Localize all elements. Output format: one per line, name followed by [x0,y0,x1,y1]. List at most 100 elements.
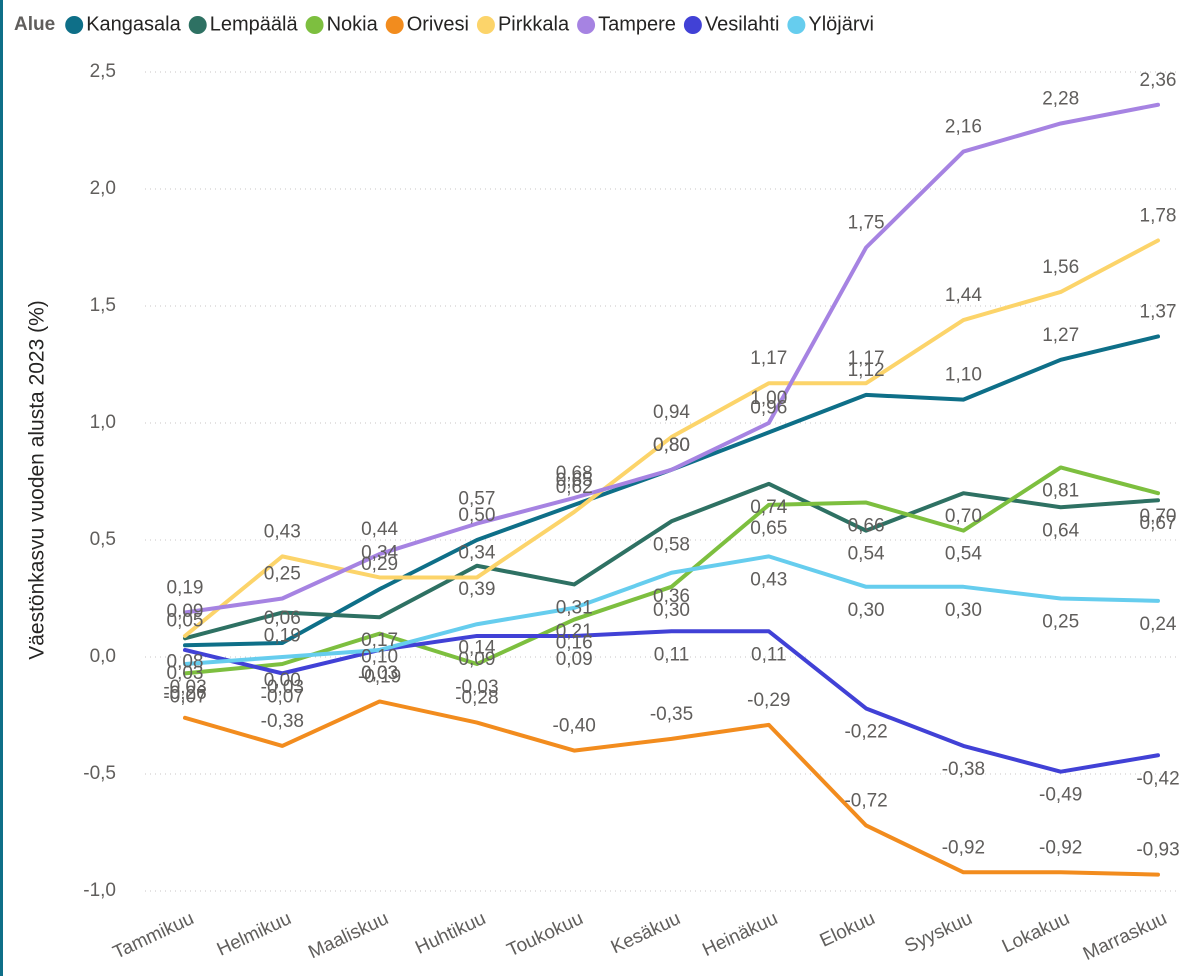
x-tick-label: Marraskuu [1080,908,1170,965]
x-tick-label: Huhtikuu [412,908,489,959]
data-label: 0,21 [556,621,593,642]
data-label: 1,56 [1042,257,1079,278]
data-label: 0,05 [167,610,204,631]
data-label: 0,25 [1042,612,1079,633]
data-label: -0,42 [1136,768,1179,789]
data-label: -0,92 [1039,837,1082,858]
data-label: 0,43 [750,569,787,590]
data-label: -0,26 [163,683,206,704]
x-tick-label: Heinäkuu [699,908,781,961]
data-label: 0,31 [556,597,593,618]
data-label: 1,10 [945,365,982,386]
x-tick-label: Helmikuu [214,908,295,961]
data-label: -0,40 [553,716,596,737]
data-label: -0,28 [455,688,498,709]
legend-marker [385,16,404,34]
series-line [183,629,1160,774]
x-tick-label: Elokuu [817,908,879,952]
y-tick-label: 2,0 [90,178,116,199]
legend-label: Tampere [598,13,676,35]
data-label: -0,92 [942,837,985,858]
data-label: 0,24 [1140,614,1177,635]
data-label: 2,36 [1140,70,1177,91]
data-label: 1,37 [1140,301,1177,322]
y-tick-label: 1,0 [90,412,116,433]
data-label: -0,03 [455,677,498,698]
x-tick-label: Maaliskuu [305,908,391,963]
data-label: 1,00 [750,388,787,409]
y-tick-label: 0,0 [90,646,116,667]
y-tick-label: 2,5 [90,61,116,82]
data-label: 0,00 [264,670,301,691]
data-label: 0,67 [1140,513,1177,534]
series-line [183,465,1160,676]
legend-marker [577,16,596,34]
data-label: 0,70 [1140,506,1177,527]
legend-marker [65,16,84,34]
x-tick-label: Lokakuu [999,908,1073,957]
data-label: 0,03 [361,663,398,684]
data-label: 0,62 [556,477,593,498]
data-label: 0,09 [167,601,204,622]
data-label: -0,03 [163,677,206,698]
data-label: 0,44 [361,519,398,540]
data-label: 0,03 [167,663,204,684]
data-label: 0,70 [945,506,982,527]
data-label: 0,57 [458,489,495,510]
y-tick-label: -0,5 [83,763,116,784]
data-label: -0,03 [261,677,304,698]
data-label: 0,29 [361,554,398,575]
data-label: 0,36 [653,586,690,607]
data-label: 0,14 [458,637,495,658]
legend-label: Nokia [327,13,379,35]
data-label: 0,80 [653,435,690,456]
data-label: 0,74 [750,497,787,518]
data-label: 0,09 [458,649,495,670]
legend-label: Ylöjärvi [808,13,874,35]
legend-marker [188,16,207,34]
data-label: 0,43 [264,521,301,542]
data-label: 0,68 [556,463,593,484]
data-label: -0,35 [650,704,693,725]
y-tick-label: 1,5 [90,295,116,316]
data-label: 0,65 [556,470,593,491]
data-label: 0,94 [653,402,690,423]
y-tick-label: -1,0 [83,880,116,901]
data-label: -0,49 [1039,785,1082,806]
data-label: 0,54 [945,544,982,565]
data-label: 1,17 [848,348,885,369]
legend-marker [787,16,806,34]
data-label: 2,28 [1042,88,1079,109]
data-label: 0,30 [653,600,690,621]
data-label: 1,75 [848,213,885,234]
left-border [0,0,3,976]
legend-label: Vesilahti [705,13,780,35]
data-label: 0,66 [848,516,885,537]
data-label: 0,19 [167,578,204,599]
data-label: 0,54 [848,544,885,565]
data-label: 0,96 [750,397,787,418]
data-label: 0,39 [458,579,495,600]
legend-label: Kangasala [86,13,181,35]
legend-label: Orivesi [407,13,469,35]
data-label: 0,06 [264,608,301,629]
data-label: -0,29 [747,690,790,711]
data-label: 0,11 [751,644,787,665]
data-label: 0,03 [361,663,398,684]
legend-marker [683,16,702,34]
data-label: 1,17 [750,348,787,369]
legend-marker [476,16,495,34]
series-line [183,699,1160,877]
data-label: -0,07 [261,686,304,707]
data-label: 0,25 [264,564,301,585]
y-tick-label: 0,5 [90,529,116,550]
data-label: 0,08 [167,651,204,672]
x-tick-label: Syyskuu [902,908,976,957]
data-label: 0,81 [1042,480,1079,501]
legend-marker [305,16,324,34]
legend-title: Alue [14,14,55,35]
data-label: 0,19 [264,626,301,647]
data-label: 1,78 [1140,205,1177,226]
data-label: -0,22 [844,721,887,742]
